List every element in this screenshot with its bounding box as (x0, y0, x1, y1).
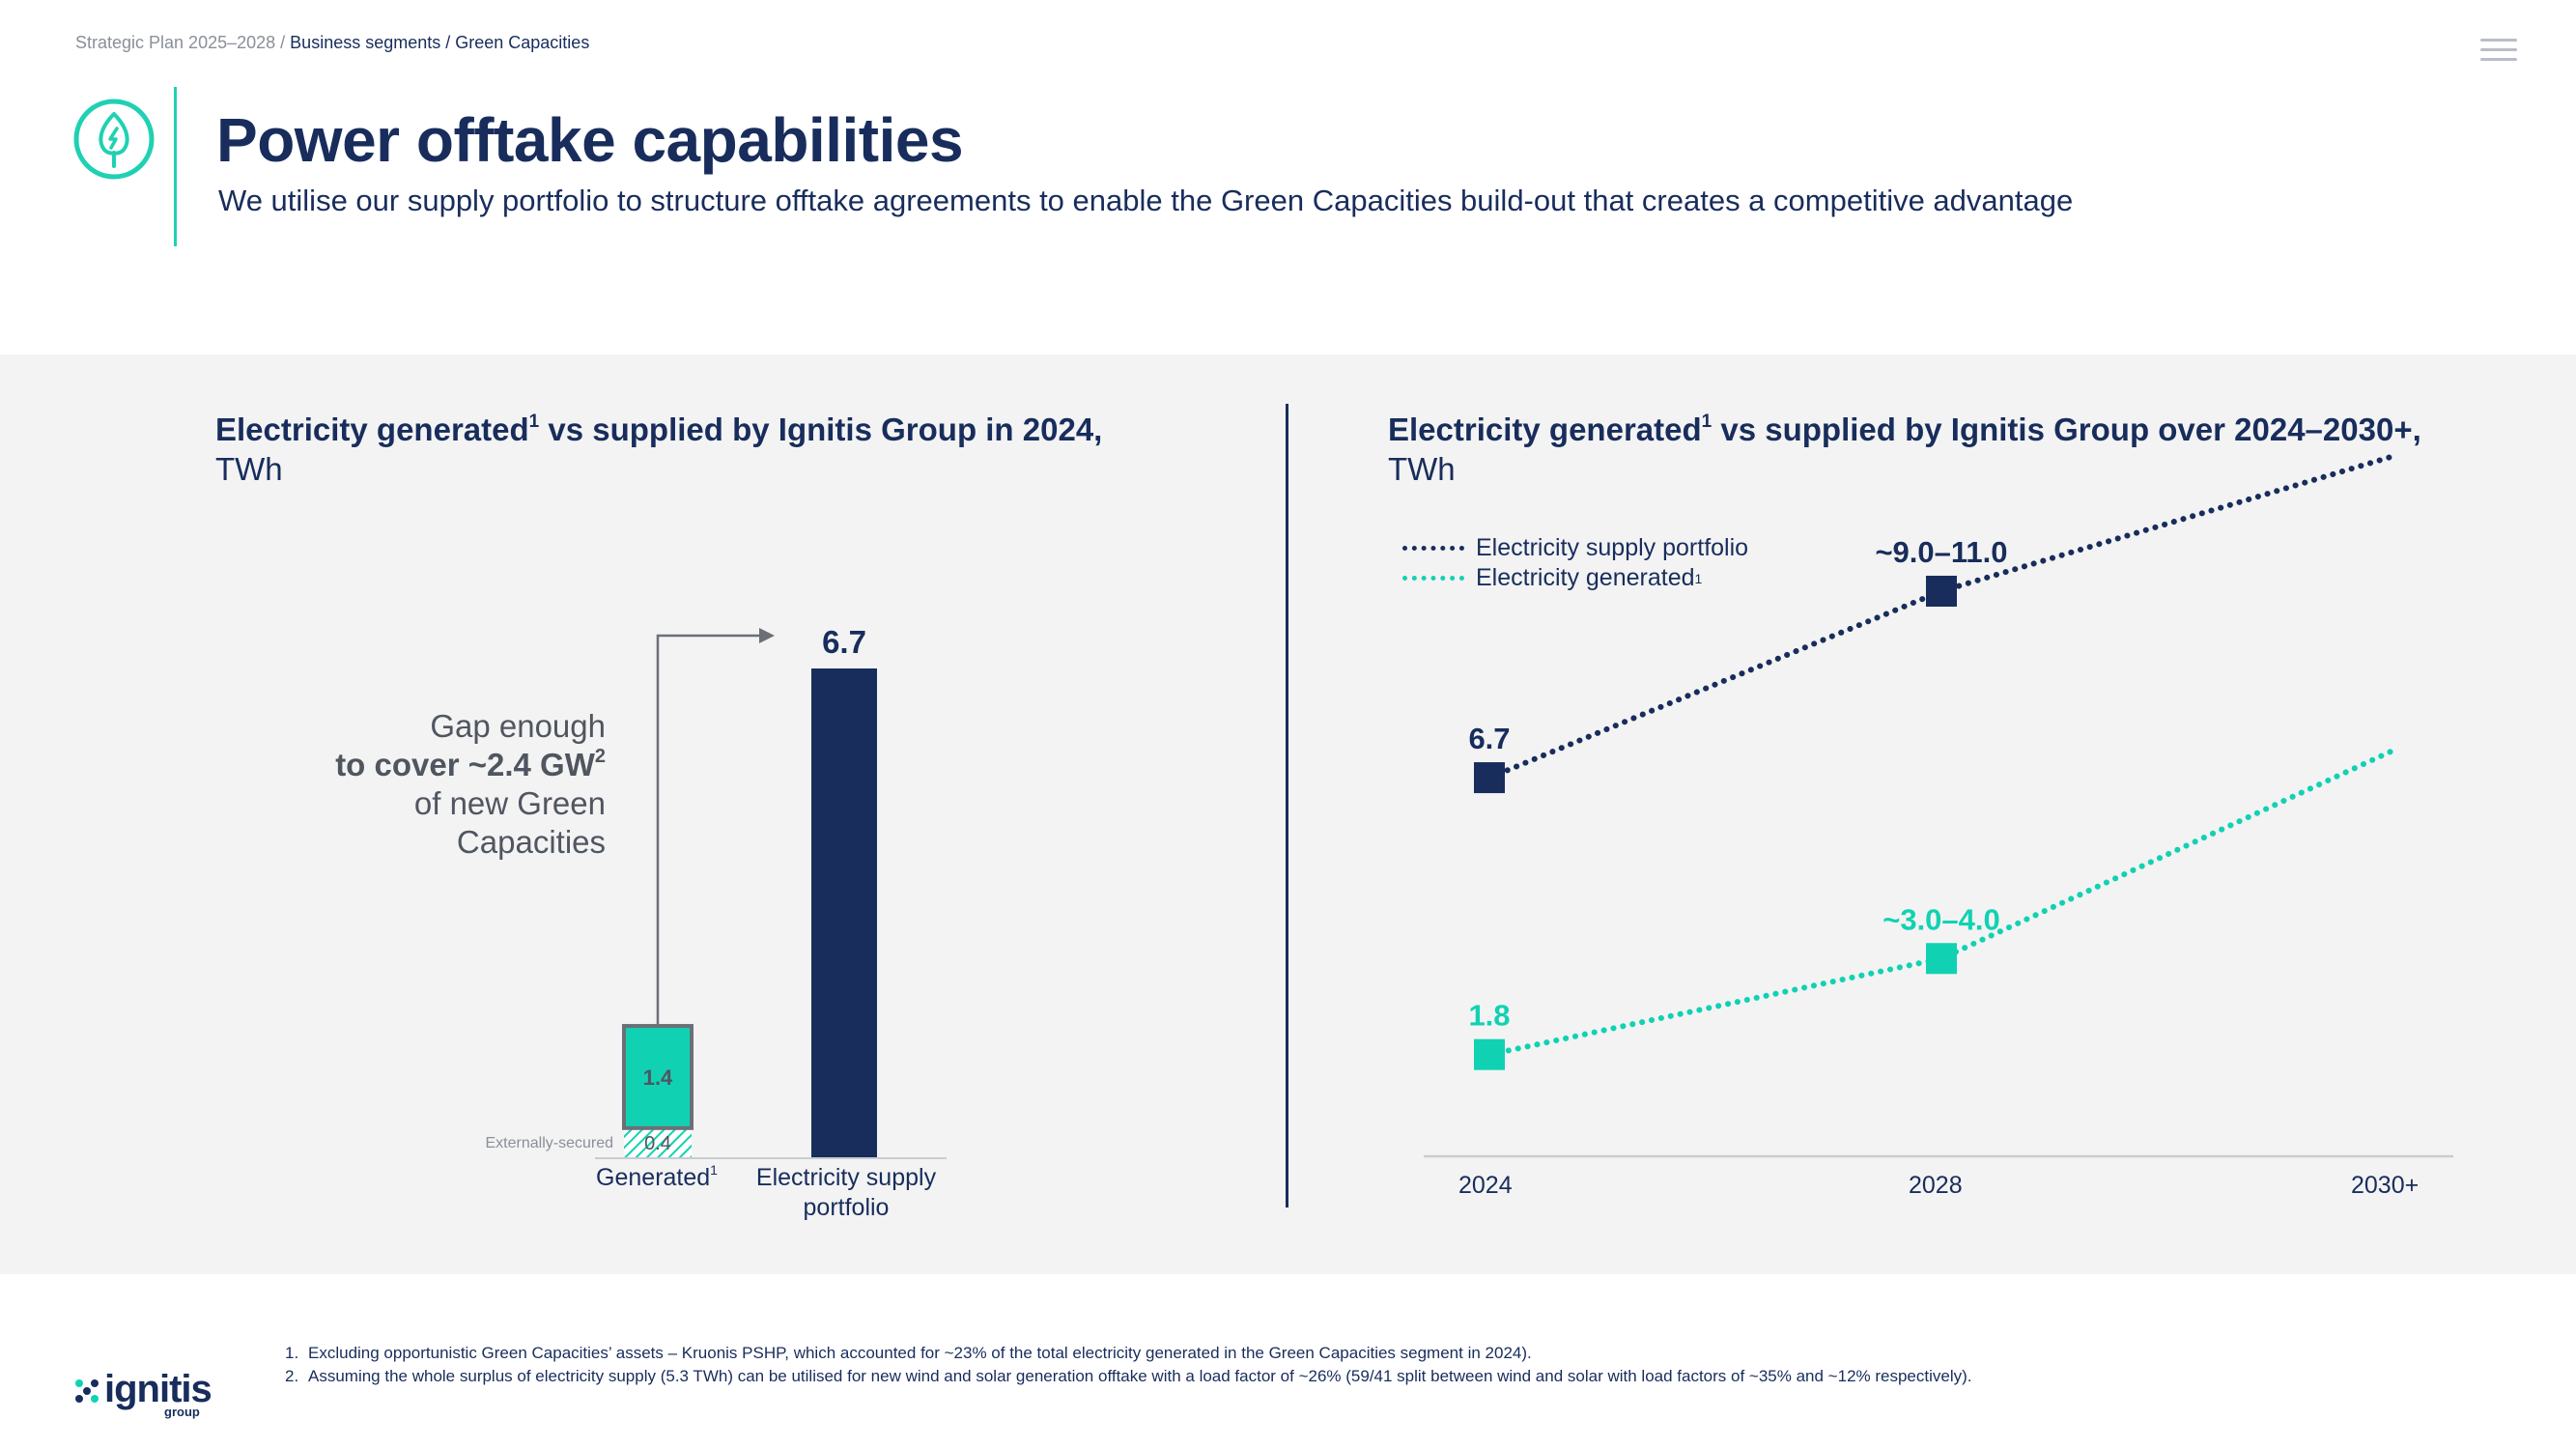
category-label-supply: Electricity supply portfolio (742, 1163, 950, 1223)
data-label-supply: ~9.0–11.0 (1875, 535, 2007, 569)
menu-icon[interactable] (2480, 39, 2517, 64)
breadcrumb-current[interactable]: Business segments / Green Capacities (290, 33, 590, 52)
data-point-supply (1926, 576, 1957, 607)
ignitis-logo: ignitis group (73, 1368, 212, 1419)
data-label-generated: 1.8 (1468, 999, 1510, 1033)
header-rule (174, 87, 177, 246)
footnote-1: 1. Excluding opportunistic Green Capacit… (285, 1342, 1972, 1365)
page-title: Power offtake capabilities (216, 105, 964, 175)
gap-line3: of new Green (413, 785, 606, 821)
legend-label-generated: Electricity generated (1476, 564, 1695, 591)
bar-label-externally-secured: 0.4 (644, 1133, 671, 1154)
gap-line1: Gap enough (430, 708, 606, 744)
bar-label-generated: 1.4 (643, 1065, 673, 1090)
right-title-part1: Electricity generated (1388, 412, 1702, 447)
bar-generated (622, 1024, 694, 1130)
logo-mark-icon (75, 1379, 99, 1403)
left-title-part2: vs supplied by Ignitis Group in 2024, (539, 412, 1103, 447)
right-title-sup: 1 (1701, 412, 1713, 432)
gap-line2: to cover ~2.4 GW (335, 747, 595, 782)
leaf-icon (73, 99, 155, 180)
category-supply-line2: portfolio (803, 1194, 890, 1221)
left-chart-title: Electricity generated1 vs supplied by Ig… (215, 410, 1102, 489)
legend-label-supply: Electricity supply portfolio (1476, 534, 1749, 561)
left-title-part1: Electricity generated (215, 412, 529, 447)
bar-externally-secured (624, 1127, 692, 1157)
page-subtitle: We utilise our supply portfolio to struc… (218, 184, 2074, 217)
legend-swatch-generated (1402, 576, 1464, 581)
legend-item-supply: Electricity supply portfolio (1402, 533, 1748, 563)
legend-swatch-supply (1402, 546, 1464, 551)
breadcrumb: Strategic Plan 2025–2028 / Business segm… (75, 33, 589, 53)
footnote-2: 2. Assuming the whole surplus of electri… (285, 1365, 1972, 1388)
right-chart-title: Electricity generated1 vs supplied by Ig… (1388, 410, 2421, 489)
category-supply-line1: Electricity supply (755, 1164, 937, 1191)
category-generated-text: Generated (596, 1164, 711, 1191)
footnote-number: 2. (285, 1367, 299, 1385)
category-generated-sup: 1 (710, 1162, 718, 1178)
legend: Electricity supply portfolio Electricity… (1402, 533, 1748, 593)
x-tick-label: 2024 (1458, 1172, 1513, 1199)
category-label-generated: Generated1 (580, 1163, 734, 1193)
series-line-generated (1486, 746, 2398, 1058)
legend-item-generated: Electricity generated 1 (1402, 563, 1748, 593)
footnote-number: 1. (285, 1344, 299, 1362)
data-point-generated (1474, 1038, 1505, 1070)
right-title-part2: vs supplied by Ignitis Group over 2024–2… (1712, 412, 2421, 447)
data-label-generated: ~3.0–4.0 (1882, 902, 2000, 936)
gap-line4: Capacities (456, 824, 606, 860)
data-point-generated (1926, 943, 1957, 975)
bar-label-supply-portfolio: 6.7 (822, 624, 866, 660)
left-title-unit: TWh (215, 451, 283, 487)
left-title-sup: 1 (528, 412, 540, 432)
data-point-supply (1474, 762, 1505, 794)
right-title-unit: TWh (1388, 451, 1456, 487)
footnote-text: Assuming the whole surplus of electricit… (308, 1367, 1972, 1385)
data-label-supply: 6.7 (1468, 722, 1510, 755)
footnote-text: Excluding opportunistic Green Capacities… (308, 1344, 1532, 1362)
breadcrumb-root[interactable]: Strategic Plan 2025–2028 / (75, 33, 291, 52)
gap-sup: 2 (594, 746, 606, 767)
bar-supply-portfolio (811, 668, 877, 1157)
logo-word: ignitis (104, 1368, 212, 1410)
series-line-supply (1486, 452, 2398, 781)
x-tick-label: 2030+ (2351, 1172, 2420, 1199)
panel-divider (1286, 404, 1288, 1208)
logo-sub: group (164, 1405, 200, 1419)
gap-arrow-head (759, 628, 775, 643)
externally-secured-label: Externally-secured (485, 1135, 614, 1151)
x-tick-label: 2028 (1909, 1172, 1963, 1199)
gap-annotation: Gap enough to cover ~2.4 GW2 of new Gree… (335, 707, 606, 862)
footnotes: 1. Excluding opportunistic Green Capacit… (285, 1342, 1972, 1388)
gap-arrow-line (656, 634, 763, 1025)
